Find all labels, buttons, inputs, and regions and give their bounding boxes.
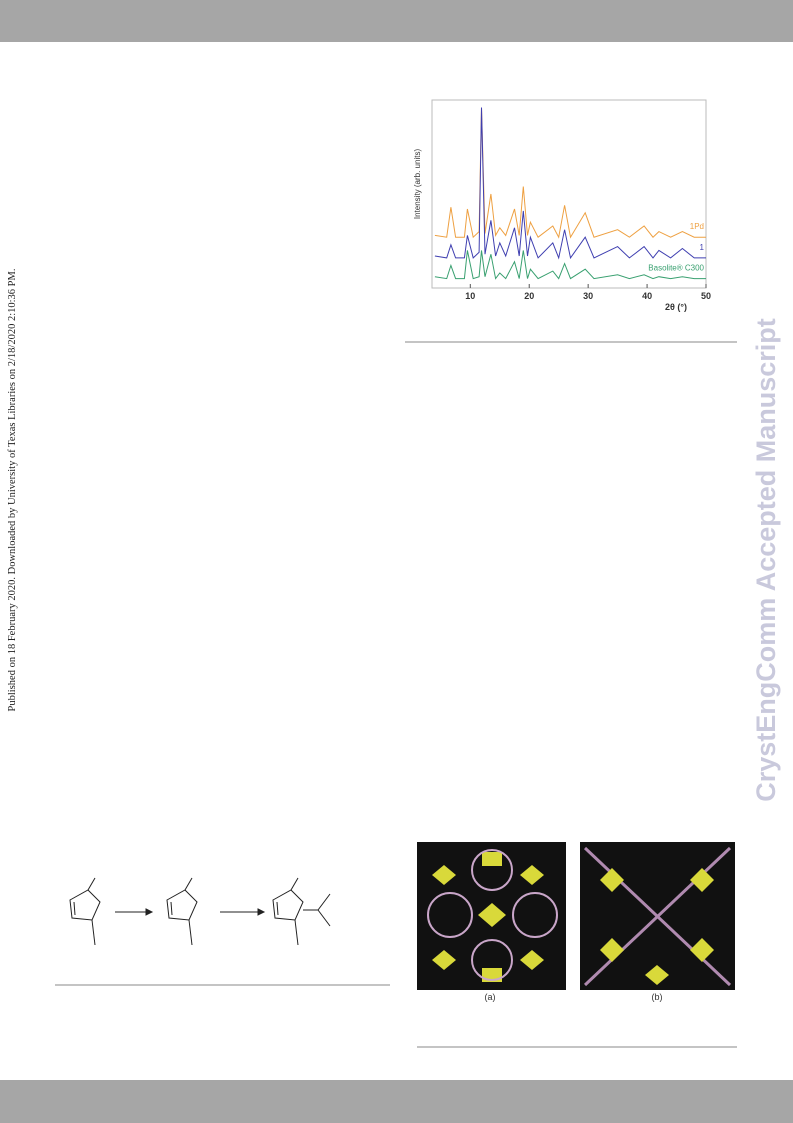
x-tick-label: 50 <box>701 291 711 301</box>
series-label: Basolite® C300 <box>648 264 704 273</box>
series-line <box>434 250 706 280</box>
x-tick-label: 20 <box>524 291 534 301</box>
series-line <box>434 107 706 239</box>
series-label: 1Pd <box>690 222 704 231</box>
side-note: Published on 18 February 2020. Downloade… <box>7 269 18 712</box>
header-band <box>0 0 793 42</box>
footer-band <box>0 1080 793 1123</box>
crystal-image-a <box>417 842 566 990</box>
scheme <box>69 877 331 946</box>
y-axis-label: Intensity (arb. units) <box>413 149 422 220</box>
x-tick-label: 30 <box>583 291 593 301</box>
plot-frame <box>431 99 707 289</box>
x-tick-label: 10 <box>465 291 475 301</box>
series-line <box>434 107 706 260</box>
x-axis-label: 2θ (°) <box>665 302 687 312</box>
figure-label: (a) <box>485 992 496 1002</box>
watermark: CrystEngComm Accepted Manuscript <box>751 318 781 802</box>
series-label: 1 <box>700 243 705 252</box>
crystal-image-b <box>580 842 735 990</box>
x-tick-label: 40 <box>642 291 652 301</box>
figure-label: (b) <box>652 992 663 1002</box>
